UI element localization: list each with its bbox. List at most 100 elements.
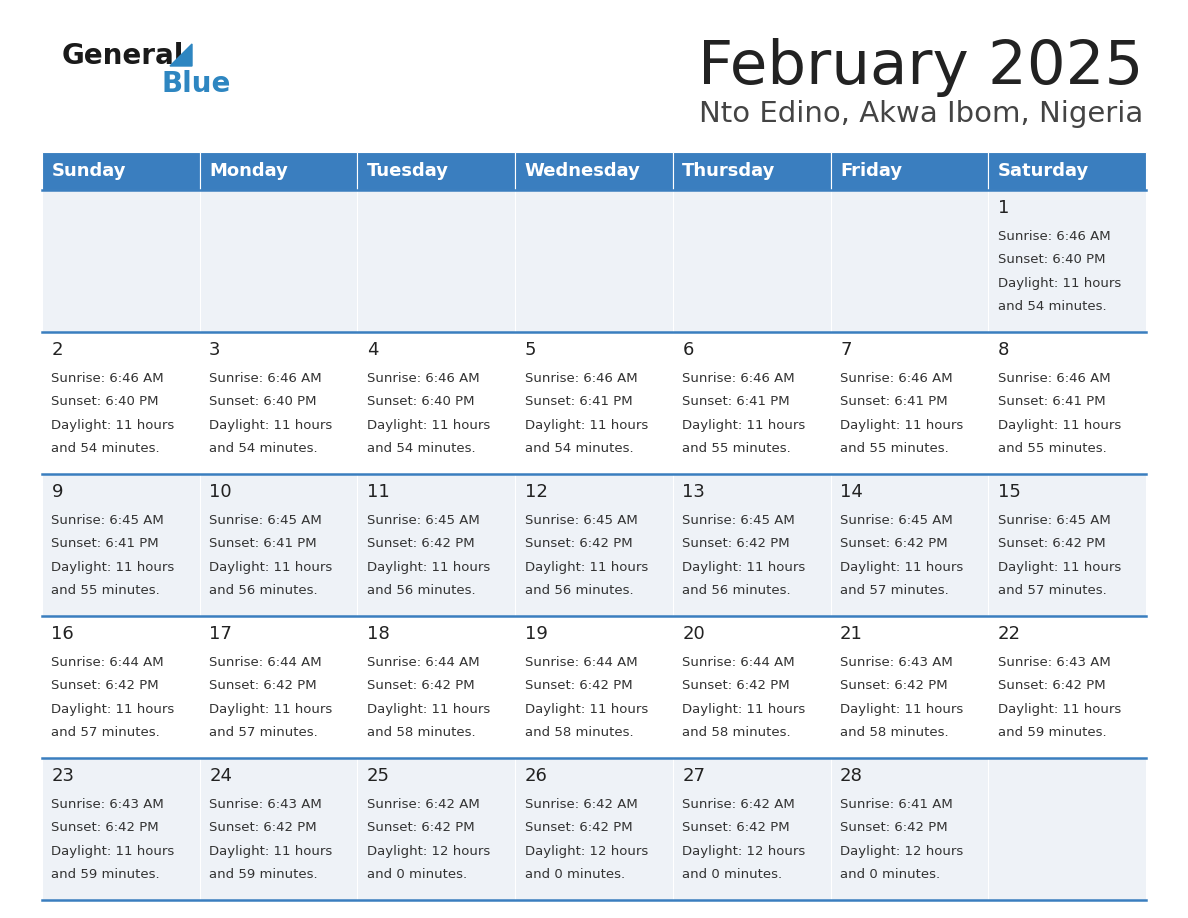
Text: Sunset: 6:42 PM: Sunset: 6:42 PM (525, 822, 632, 834)
Text: Sunset: 6:40 PM: Sunset: 6:40 PM (998, 253, 1105, 266)
Text: and 56 minutes.: and 56 minutes. (682, 584, 791, 597)
Text: Sunset: 6:42 PM: Sunset: 6:42 PM (840, 679, 948, 692)
Text: 15: 15 (998, 483, 1020, 500)
Text: Daylight: 11 hours: Daylight: 11 hours (51, 845, 175, 857)
Bar (830, 190, 988, 332)
Text: General: General (62, 42, 184, 70)
Text: Sunset: 6:41 PM: Sunset: 6:41 PM (998, 395, 1105, 409)
Text: Daylight: 11 hours: Daylight: 11 hours (998, 419, 1121, 431)
Text: Sunrise: 6:46 AM: Sunrise: 6:46 AM (367, 372, 480, 385)
Text: Daylight: 11 hours: Daylight: 11 hours (209, 419, 333, 431)
Text: Sunset: 6:42 PM: Sunset: 6:42 PM (209, 822, 317, 834)
Text: and 54 minutes.: and 54 minutes. (525, 442, 633, 455)
Text: Sunset: 6:42 PM: Sunset: 6:42 PM (682, 822, 790, 834)
Text: Nto Edino, Akwa Ibom, Nigeria: Nto Edino, Akwa Ibom, Nigeria (699, 100, 1143, 128)
Text: Sunset: 6:42 PM: Sunset: 6:42 PM (367, 822, 474, 834)
Text: Sunset: 6:40 PM: Sunset: 6:40 PM (367, 395, 474, 409)
Text: Sunrise: 6:45 AM: Sunrise: 6:45 AM (367, 514, 480, 527)
Text: 13: 13 (682, 483, 706, 500)
Text: 8: 8 (998, 341, 1009, 359)
Bar (358, 152, 516, 190)
Text: Daylight: 11 hours: Daylight: 11 hours (51, 702, 175, 716)
Text: Sunrise: 6:45 AM: Sunrise: 6:45 AM (525, 514, 637, 527)
Bar (672, 190, 830, 332)
Text: 7: 7 (840, 341, 852, 359)
Bar (516, 474, 672, 616)
Text: Sunrise: 6:45 AM: Sunrise: 6:45 AM (209, 514, 322, 527)
Text: and 54 minutes.: and 54 minutes. (209, 442, 318, 455)
Bar (988, 190, 1146, 332)
Text: Sunrise: 6:43 AM: Sunrise: 6:43 AM (998, 655, 1111, 668)
Bar (42, 758, 200, 900)
Text: Sunrise: 6:42 AM: Sunrise: 6:42 AM (367, 798, 480, 811)
Text: Sunset: 6:41 PM: Sunset: 6:41 PM (209, 537, 317, 550)
Text: Sunrise: 6:45 AM: Sunrise: 6:45 AM (682, 514, 795, 527)
Bar (830, 758, 988, 900)
Text: and 58 minutes.: and 58 minutes. (682, 726, 791, 739)
Text: Daylight: 11 hours: Daylight: 11 hours (840, 419, 963, 431)
Text: Sunrise: 6:46 AM: Sunrise: 6:46 AM (998, 372, 1111, 385)
Text: and 56 minutes.: and 56 minutes. (209, 584, 318, 597)
Bar (988, 332, 1146, 474)
Text: 2: 2 (51, 341, 63, 359)
Text: Daylight: 11 hours: Daylight: 11 hours (998, 702, 1121, 716)
Bar (830, 332, 988, 474)
Text: and 56 minutes.: and 56 minutes. (367, 584, 475, 597)
Text: and 0 minutes.: and 0 minutes. (682, 868, 783, 881)
Bar (988, 758, 1146, 900)
Text: Sunset: 6:42 PM: Sunset: 6:42 PM (998, 679, 1105, 692)
Text: Sunrise: 6:41 AM: Sunrise: 6:41 AM (840, 798, 953, 811)
Text: 27: 27 (682, 767, 706, 785)
Text: and 0 minutes.: and 0 minutes. (525, 868, 625, 881)
Text: Sunset: 6:41 PM: Sunset: 6:41 PM (51, 537, 159, 550)
Text: Sunset: 6:41 PM: Sunset: 6:41 PM (682, 395, 790, 409)
Text: Sunrise: 6:45 AM: Sunrise: 6:45 AM (998, 514, 1111, 527)
Text: Sunset: 6:42 PM: Sunset: 6:42 PM (367, 679, 474, 692)
Bar (830, 152, 988, 190)
Bar (200, 616, 358, 758)
Bar (988, 152, 1146, 190)
Text: and 55 minutes.: and 55 minutes. (998, 442, 1106, 455)
Bar (42, 332, 200, 474)
Text: Daylight: 11 hours: Daylight: 11 hours (840, 702, 963, 716)
Text: Sunrise: 6:43 AM: Sunrise: 6:43 AM (51, 798, 164, 811)
Text: Sunset: 6:42 PM: Sunset: 6:42 PM (840, 537, 948, 550)
Text: 12: 12 (525, 483, 548, 500)
Text: Sunset: 6:42 PM: Sunset: 6:42 PM (682, 537, 790, 550)
Bar (988, 616, 1146, 758)
Text: Sunrise: 6:44 AM: Sunrise: 6:44 AM (209, 655, 322, 668)
Text: and 57 minutes.: and 57 minutes. (998, 584, 1106, 597)
Bar (200, 474, 358, 616)
Text: Daylight: 12 hours: Daylight: 12 hours (367, 845, 491, 857)
Polygon shape (170, 44, 192, 66)
Text: and 58 minutes.: and 58 minutes. (367, 726, 475, 739)
Text: Sunrise: 6:46 AM: Sunrise: 6:46 AM (51, 372, 164, 385)
Bar (358, 190, 516, 332)
Text: Daylight: 12 hours: Daylight: 12 hours (525, 845, 647, 857)
Bar (516, 332, 672, 474)
Bar (42, 616, 200, 758)
Text: and 0 minutes.: and 0 minutes. (840, 868, 940, 881)
Text: Saturday: Saturday (998, 162, 1089, 180)
Text: Daylight: 11 hours: Daylight: 11 hours (51, 561, 175, 574)
Text: Daylight: 11 hours: Daylight: 11 hours (209, 845, 333, 857)
Text: Sunset: 6:42 PM: Sunset: 6:42 PM (525, 537, 632, 550)
Text: and 57 minutes.: and 57 minutes. (209, 726, 318, 739)
Text: and 54 minutes.: and 54 minutes. (367, 442, 475, 455)
Bar (516, 758, 672, 900)
Bar (358, 332, 516, 474)
Text: Sunrise: 6:46 AM: Sunrise: 6:46 AM (840, 372, 953, 385)
Text: Daylight: 11 hours: Daylight: 11 hours (367, 702, 491, 716)
Text: Sunrise: 6:45 AM: Sunrise: 6:45 AM (51, 514, 164, 527)
Bar (358, 616, 516, 758)
Bar (672, 616, 830, 758)
Text: Daylight: 11 hours: Daylight: 11 hours (525, 419, 647, 431)
Text: Sunrise: 6:44 AM: Sunrise: 6:44 AM (51, 655, 164, 668)
Text: Daylight: 11 hours: Daylight: 11 hours (367, 419, 491, 431)
Text: and 56 minutes.: and 56 minutes. (525, 584, 633, 597)
Text: Daylight: 11 hours: Daylight: 11 hours (998, 276, 1121, 289)
Text: Sunrise: 6:43 AM: Sunrise: 6:43 AM (209, 798, 322, 811)
Text: Daylight: 11 hours: Daylight: 11 hours (51, 419, 175, 431)
Bar (42, 474, 200, 616)
Text: Sunrise: 6:42 AM: Sunrise: 6:42 AM (682, 798, 795, 811)
